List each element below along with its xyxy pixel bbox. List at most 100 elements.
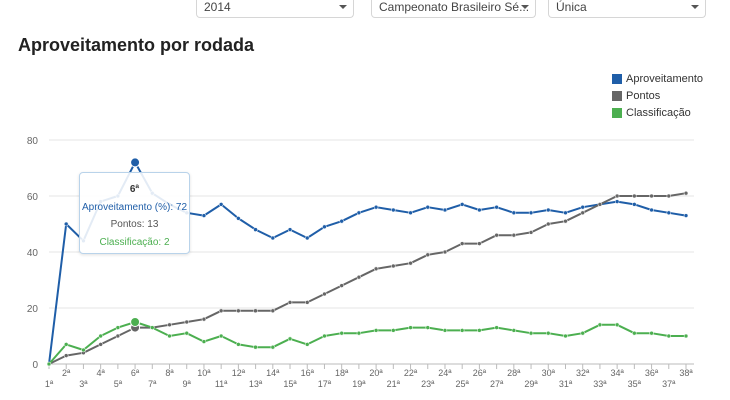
data-point: [580, 330, 585, 336]
data-point: [528, 230, 534, 235]
chevron-down-icon: [521, 5, 529, 9]
x-tick-label: 36ª: [645, 368, 659, 378]
data-point: [442, 249, 448, 255]
data-point: [81, 347, 86, 353]
x-tick-label: 23ª: [421, 379, 435, 389]
x-tick-label: 34ª: [610, 368, 624, 378]
legend-item-pontos[interactable]: Pontos: [612, 87, 703, 104]
x-tick-label: 27ª: [490, 379, 504, 389]
data-point: [287, 227, 293, 232]
data-point: [218, 333, 224, 339]
chart-title: Aproveitamento por rodada: [18, 35, 255, 55]
legend-swatch: [612, 107, 622, 118]
data-point: [683, 190, 689, 196]
x-tick-label: 4ª: [96, 368, 105, 378]
data-point: [270, 235, 276, 241]
x-tick-label: 1ª: [45, 379, 54, 389]
data-point: [459, 328, 465, 333]
data-point: [580, 210, 585, 216]
data-point: [270, 344, 276, 350]
legend-label: Pontos: [626, 89, 661, 102]
data-point: [201, 316, 207, 322]
x-tick-label: 15ª: [283, 379, 297, 389]
data-point: [322, 333, 327, 339]
data-point: [425, 252, 431, 258]
data-point: [563, 210, 568, 216]
data-point: [236, 216, 241, 221]
data-point: [442, 328, 448, 333]
data-point: [563, 333, 568, 339]
phase-select-value: Única: [556, 0, 587, 14]
y-tick-label: 20: [27, 304, 39, 315]
x-tick-label: 26ª: [473, 368, 487, 378]
x-tick-label: 18ª: [335, 368, 349, 378]
data-point: [98, 342, 103, 347]
data-point: [408, 210, 413, 216]
data-point: [46, 361, 52, 367]
data-point: [201, 339, 207, 344]
legend-label: Aproveitamento: [626, 72, 704, 85]
season-select-value: 2014: [204, 0, 231, 14]
chevron-down-icon: [691, 5, 699, 9]
data-point: [597, 202, 603, 207]
data-point: [236, 308, 241, 314]
championship-select-value: Campeonato Brasileiro Sé...: [379, 0, 530, 14]
data-point: [511, 210, 517, 216]
data-point: [494, 204, 499, 210]
data-point: [477, 328, 482, 333]
x-tick-label: 30ª: [542, 368, 556, 378]
data-point: [425, 204, 431, 210]
data-point: [150, 325, 155, 330]
x-tick-label: 19ª: [352, 379, 366, 389]
data-point: [373, 328, 379, 333]
x-tick-label: 25ª: [456, 379, 470, 389]
x-tick-label: 10ª: [197, 368, 211, 378]
data-point: [322, 291, 327, 297]
data-point: [408, 260, 413, 266]
x-tick-label: 17ª: [318, 379, 332, 389]
data-point: [304, 342, 310, 347]
data-point: [184, 330, 189, 336]
data-point: [218, 308, 224, 314]
data-point: [683, 333, 689, 339]
data-point: [184, 319, 189, 325]
data-point: [167, 322, 172, 328]
data-point: [201, 213, 207, 218]
data-point: [597, 322, 603, 328]
data-point: [649, 193, 654, 199]
legend-item-classificacao[interactable]: Classificação: [612, 104, 703, 121]
x-tick-label: 38ª: [679, 368, 693, 378]
data-point: [373, 204, 379, 210]
championship-select[interactable]: Campeonato Brasileiro Sé...: [371, 0, 536, 18]
data-point: [614, 199, 620, 204]
data-point: [649, 330, 654, 336]
x-tick-label: 33ª: [593, 379, 607, 389]
data-point: [442, 207, 448, 213]
data-point: [236, 342, 241, 347]
phase-select[interactable]: Única: [548, 0, 706, 18]
data-point: [563, 218, 568, 224]
data-point: [339, 218, 344, 224]
data-point: [391, 207, 396, 213]
data-point: [356, 274, 362, 280]
data-point: [218, 202, 224, 207]
data-point: [425, 325, 431, 330]
data-point: [511, 328, 517, 333]
season-select[interactable]: 2014: [196, 0, 354, 18]
data-point: [339, 330, 344, 336]
data-point: [546, 330, 551, 336]
data-point: [632, 330, 637, 336]
data-point: [270, 308, 276, 314]
x-tick-label: 37ª: [662, 379, 676, 389]
x-tick-label: 35ª: [628, 379, 642, 389]
legend-item-aproveitamento[interactable]: Aproveitamento: [612, 70, 703, 87]
data-point: [632, 193, 637, 199]
data-point: [546, 221, 551, 227]
x-tick-label: 3ª: [79, 379, 88, 389]
data-point: [253, 308, 258, 314]
tooltip-title: 6ª: [129, 184, 140, 195]
y-tick-label: 80: [27, 136, 39, 147]
x-tick-label: 29ª: [524, 379, 538, 389]
data-point: [115, 325, 121, 330]
